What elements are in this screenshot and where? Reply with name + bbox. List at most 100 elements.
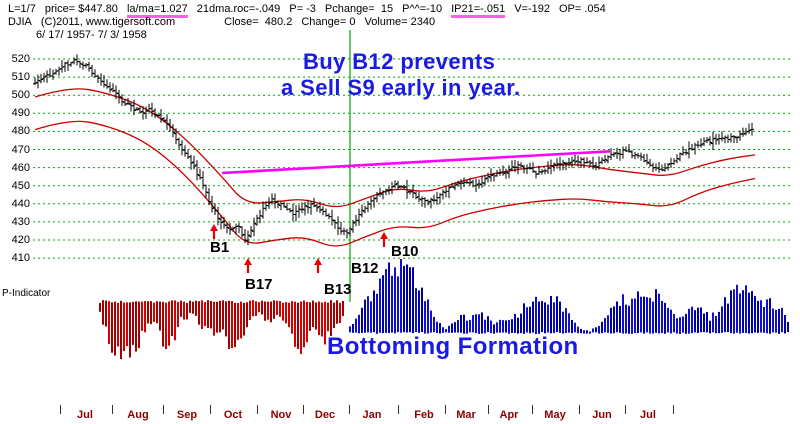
indicator-bar-negative [156,301,158,324]
buy-signal-label-b10: B10 [391,243,419,260]
indicator-bar-positive [622,294,624,334]
indicator-bar-positive [424,301,426,334]
indicator-bar-positive [625,304,627,334]
stat-21dma-roc: 21dma.roc=-.049 [196,3,281,15]
stat-ip21-highlighted: IP21=-.051 [451,3,506,18]
indicator-bar-negative [222,300,224,330]
indicator-bar-positive [709,320,711,334]
y-axis-label: 520 [11,53,30,65]
indicator-bar-negative [207,300,209,328]
indicator-bar-negative [174,300,176,341]
x-axis-tick [257,405,258,414]
indicator-bar-positive [691,306,693,334]
change-value: Change= 0 [301,16,356,28]
indicator-bar-positive [496,322,498,333]
indicator-bar-negative [180,300,182,317]
y-axis-label: 420 [11,234,30,246]
indicator-bar-positive [454,322,456,333]
indicator-bar-positive [664,302,666,334]
indicator-bar-positive [589,331,591,334]
x-axis-month-label: Jul [640,409,656,421]
indicator-bar-negative [162,301,164,347]
indicator-bar-positive [598,325,600,334]
buy-signal-label-b17: B17 [245,276,273,293]
indicator-bar-positive [379,278,381,333]
x-axis-tick [673,405,674,414]
indicator-bar-positive [490,320,492,334]
indicator-bar-negative [144,301,146,333]
x-axis-month-label: Sep [176,409,198,421]
x-axis-month-label: Dec [314,409,336,421]
indicator-bar-positive [640,296,642,333]
indicator-bar-negative [264,301,266,321]
indicator-bar-positive [724,297,726,333]
indicator-bar-positive [361,307,363,333]
indicator-bar-positive [568,313,570,333]
indicator-bar-positive [421,287,423,332]
indicator-bar-positive [412,267,414,334]
indicator-bar-positive [643,296,645,334]
indicator-bar-positive [700,307,702,333]
annotation-buy-note-line2: a Sell S9 early in year. [281,75,521,100]
stat-price: price= $447.80 [44,3,118,15]
indicator-bar-negative [138,301,140,349]
indicator-bar-positive [463,314,465,334]
indicator-bar-positive [763,307,765,333]
indicator-bar-negative [288,302,290,328]
indicator-bar-positive [694,310,696,333]
indicator-bar-negative [210,300,212,329]
indicator-bar-positive [706,312,708,333]
symbol-label: DJIA [8,16,32,28]
x-axis-month-label: Apr [499,409,519,421]
indicator-bar-positive [352,324,354,333]
indicator-bar-negative [300,301,302,354]
indicator-bar-positive [544,302,546,334]
upper-band-line [34,88,756,208]
indicator-label: P-Indicator [2,288,51,299]
indicator-bar-positive [658,293,660,334]
indicator-bar-negative [270,301,272,323]
indicator-bar-negative [189,300,191,313]
indicator-bar-positive [682,316,684,333]
indicator-bar-positive [403,265,405,333]
indicator-bar-positive [646,297,648,333]
indicator-bar-positive [400,259,402,333]
indicator-bar-positive [478,314,480,334]
indicator-bar-positive [391,275,393,333]
indicator-bar-negative [177,301,179,328]
x-axis-tick [579,405,580,414]
date-range-label: 6/ 17/ 1957- 7/ 3/ 1958 [36,29,147,41]
indicator-bar-positive [484,319,486,334]
indicator-bar-positive [616,301,618,333]
indicator-bar-positive [775,309,777,333]
indicator-bar-positive [466,320,468,334]
indicator-bar-negative [330,300,332,337]
stat-op: OP= .054 [558,3,606,15]
indicator-bar-positive [460,315,462,333]
buy-signal-label-b13: B13 [324,281,352,298]
indicator-bar-positive [772,308,774,333]
indicator-bar-negative [102,300,104,325]
y-axis-label: 440 [11,198,30,210]
annotation-bottoming-formation: Bottoming Formation [327,333,579,360]
x-axis-month-label: Nov [270,409,292,421]
indicator-bar-negative [132,301,134,345]
indicator-bar-negative [165,302,167,349]
buy-arrow-icon [314,258,322,265]
indicator-bar-positive [394,267,396,334]
x-axis-tick [398,405,399,414]
indicator-bar-positive [571,320,573,334]
y-axis-label: 460 [11,162,30,174]
indicator-bar-negative [273,300,275,319]
indicator-bar-positive [673,314,675,333]
indicator-bar-negative [192,301,194,314]
indicator-bar-negative [282,302,284,321]
indicator-bar-positive [751,291,753,334]
indicator-bar-positive [739,293,741,334]
y-axis-label: 500 [11,89,30,101]
indicator-bar-positive [475,314,477,334]
indicator-bar-negative [105,300,107,327]
indicator-bar-negative [321,302,323,337]
indicator-bar-positive [661,301,663,333]
